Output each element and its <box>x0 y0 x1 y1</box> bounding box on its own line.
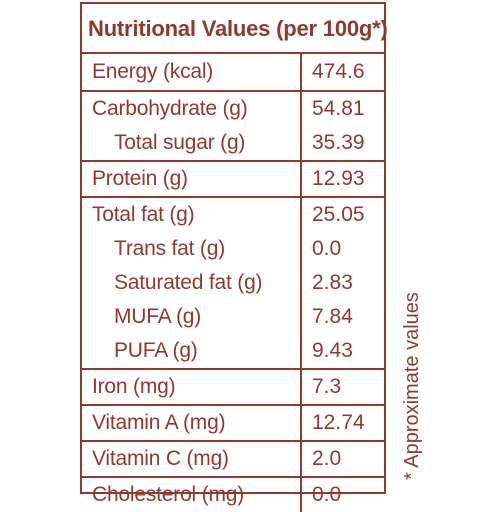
nutrient-label: Protein (g) <box>82 162 302 196</box>
group-vitamin-c: Vitamin C (mg) 2.0 <box>82 442 384 478</box>
group-fat: Total fat (g) 25.05 Trans fat (g) 0.0 Sa… <box>82 198 384 370</box>
nutrient-label: Saturated fat (g) <box>82 266 302 300</box>
nutrient-value: 474.6 <box>312 60 365 83</box>
nutrient-value: 12.93 <box>312 167 365 190</box>
group-vitamin-a: Vitamin A (mg) 12.74 <box>82 406 384 442</box>
group-iron: Iron (mg) 7.3 <box>82 370 384 406</box>
nutrient-label: Iron (mg) <box>82 370 302 404</box>
nutrient-value: 25.05 <box>312 203 365 226</box>
nutrient-label: Total fat (g) <box>82 198 302 232</box>
nutrient-value: 7.84 <box>312 305 353 328</box>
nutrient-label: Carbohydrate (g) <box>82 92 302 126</box>
table-row-iron: Iron (mg) 7.3 <box>82 370 384 404</box>
nutrient-value: 0.0 <box>312 237 342 260</box>
nutrient-label: MUFA (g) <box>82 300 302 334</box>
approximate-values-footnote: * Approximate values <box>401 292 423 480</box>
nutrient-value: 12.74 <box>312 411 365 434</box>
table-row-vitamin-a: Vitamin A (mg) 12.74 <box>82 406 384 440</box>
table-row-protein: Protein (g) 12.93 <box>82 162 384 196</box>
table-row-total-fat: Total fat (g) 25.05 <box>82 198 384 232</box>
table-row-pufa: PUFA (g) 9.43 <box>82 334 384 368</box>
nutrient-value: 54.81 <box>312 97 365 120</box>
nutrient-value: 2.0 <box>312 447 342 470</box>
table-row-energy: Energy (kcal) 474.6 <box>82 54 384 90</box>
nutrient-label: Cholesterol (mg) <box>82 478 302 512</box>
nutrient-label: Vitamin A (mg) <box>82 406 302 440</box>
nutrition-table: Nutritional Values (per 100g*) Energy (k… <box>80 2 388 512</box>
table-row-carbohydrate: Carbohydrate (g) 54.81 <box>82 92 384 126</box>
table-row-total-sugar: Total sugar (g) 35.39 <box>82 126 384 160</box>
nutrient-label: PUFA (g) <box>82 334 302 368</box>
nutrient-value: 2.83 <box>312 271 353 294</box>
table-row-cholesterol: Cholesterol (mg) 0.0 <box>82 478 384 512</box>
nutrient-value: 7.3 <box>312 375 342 398</box>
nutrient-value: 9.43 <box>312 339 353 362</box>
group-carbohydrate: Carbohydrate (g) 54.81 Total sugar (g) 3… <box>82 92 384 162</box>
table-title: Nutritional Values (per 100g*) <box>82 4 388 54</box>
nutrient-value: 0.0 <box>312 483 342 506</box>
nutrient-label: Energy (kcal) <box>82 54 302 90</box>
table-row-saturated-fat: Saturated fat (g) 2.83 <box>82 266 384 300</box>
group-cholesterol: Cholesterol (mg) 0.0 <box>82 478 384 512</box>
table-row-trans-fat: Trans fat (g) 0.0 <box>82 232 384 266</box>
nutrient-label: Trans fat (g) <box>82 232 302 266</box>
nutrient-value: 35.39 <box>312 131 365 154</box>
group-protein: Protein (g) 12.93 <box>82 162 384 198</box>
group-energy: Energy (kcal) 474.6 <box>82 54 384 92</box>
nutrient-label: Vitamin C (mg) <box>82 442 302 476</box>
table-row-vitamin-c: Vitamin C (mg) 2.0 <box>82 442 384 476</box>
table-row-mufa: MUFA (g) 7.84 <box>82 300 384 334</box>
nutrient-label: Total sugar (g) <box>82 126 302 160</box>
